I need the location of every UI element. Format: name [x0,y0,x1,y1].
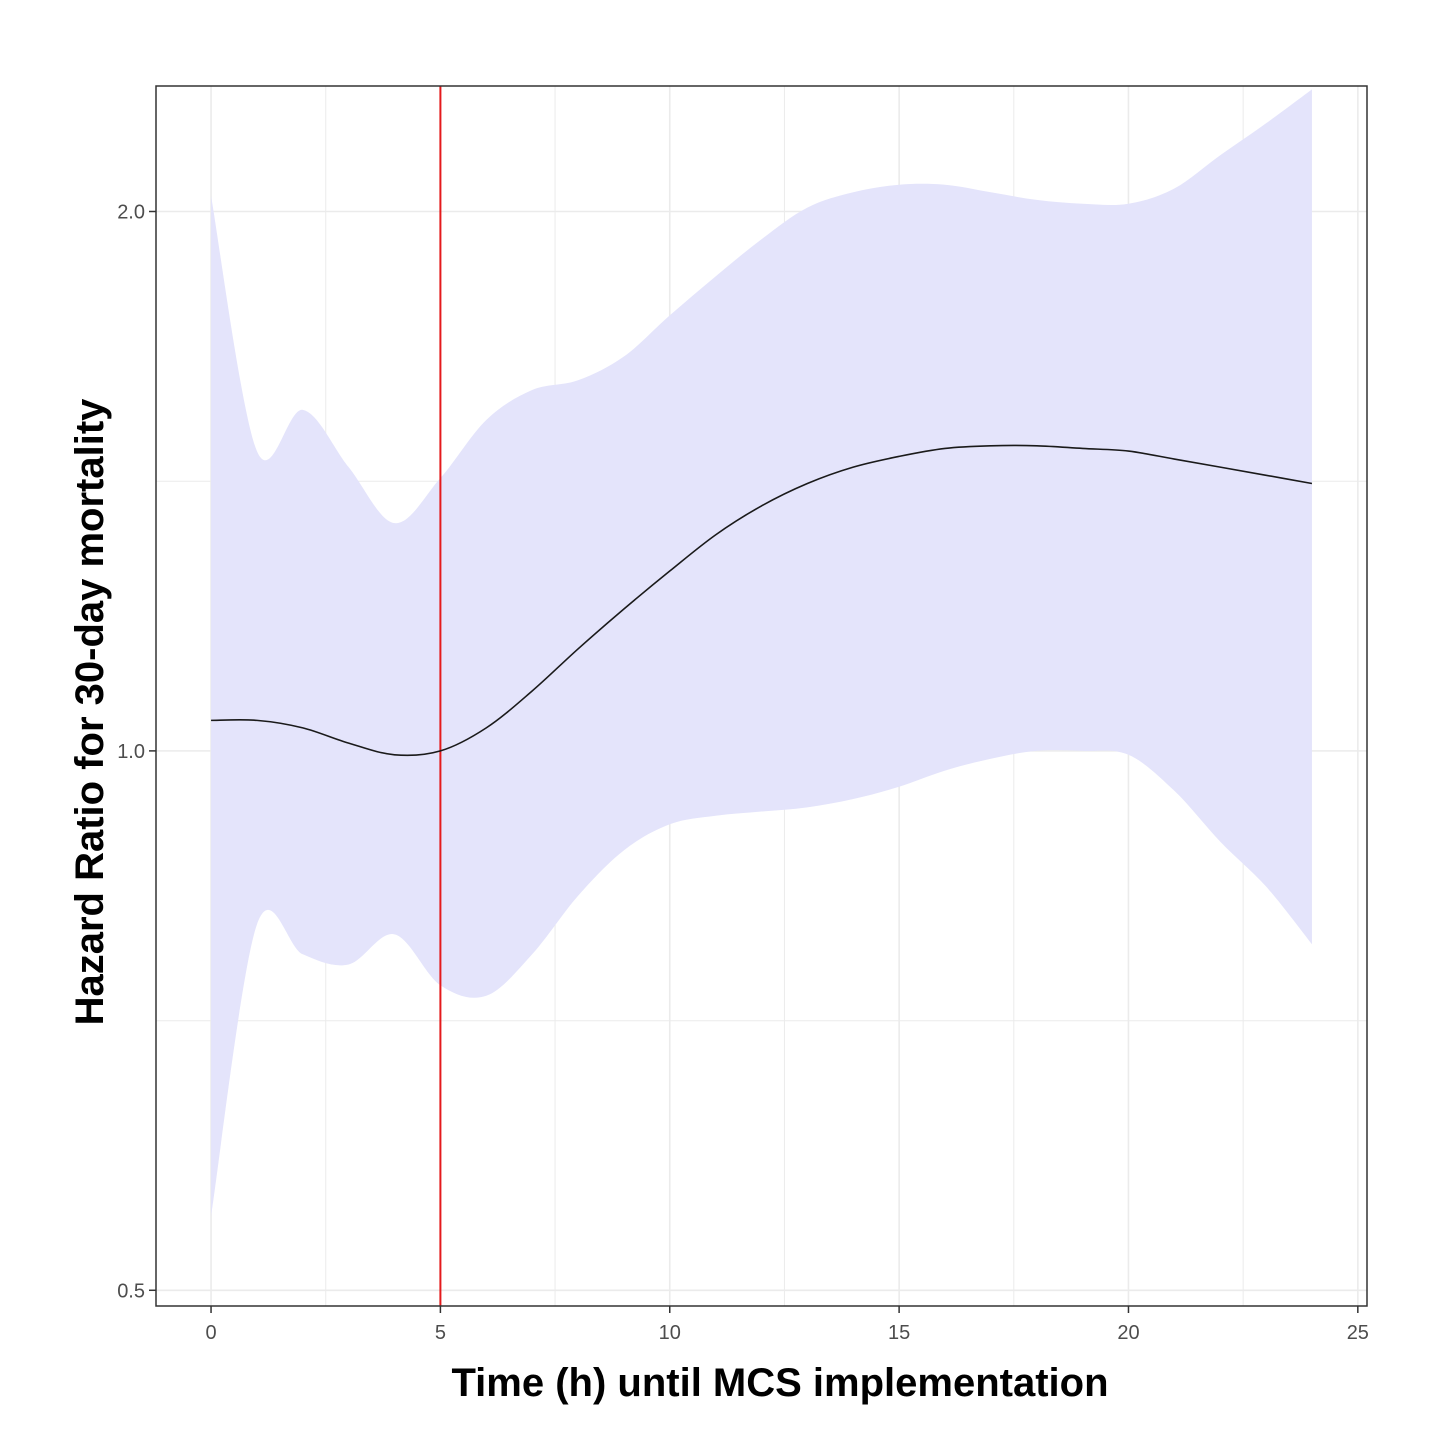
x-tick-label: 15 [888,1322,910,1344]
x-axis-ticks: 0 5 10 15 20 25 [205,1306,1369,1344]
panel-border [155,85,1368,1307]
y-tick-label: 1.0 [117,741,145,763]
y-axis-ticks: 0.5 1.0 2.0 [117,201,156,1302]
x-axis-title: Time (h) until MCS implementation [451,1361,1108,1405]
hazard-ratio-line [211,444,1313,757]
confidence-band [211,89,1312,1217]
x-tick-label: 5 [435,1322,446,1344]
x-tick-label: 0 [205,1322,216,1344]
x-tick-label: 20 [1117,1322,1139,1344]
y-tick-label: 2.0 [117,201,145,223]
x-tick-label: 25 [1347,1322,1369,1344]
y-axis-title: Hazard Ratio for 30-day mortality [68,398,112,1026]
x-tick-label: 10 [659,1322,681,1344]
y-tick-label: 0.5 [117,1280,145,1302]
